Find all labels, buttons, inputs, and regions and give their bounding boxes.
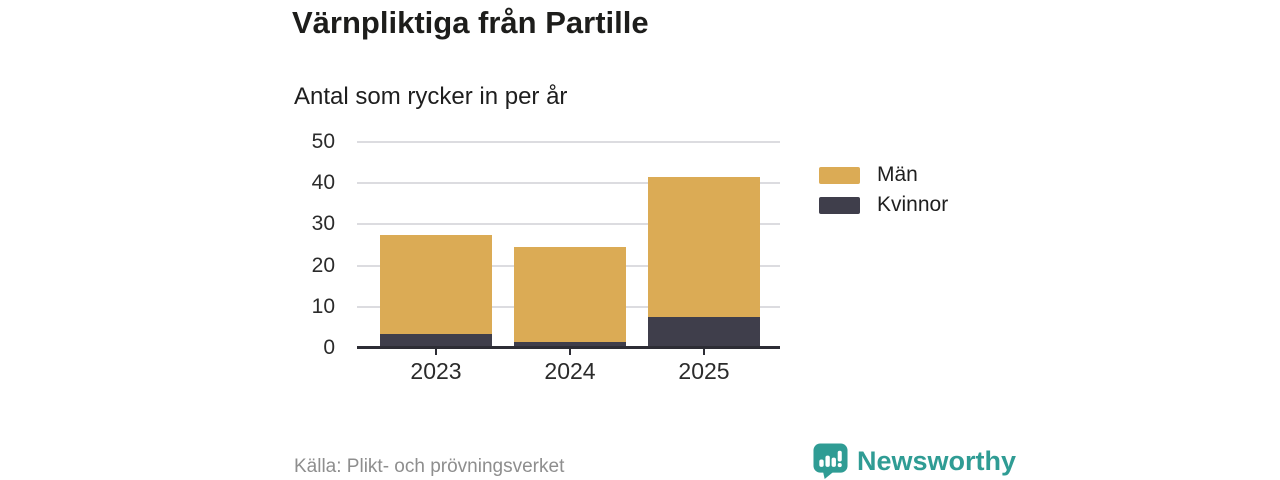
- bar-2023-män: [380, 234, 492, 334]
- chart-title: Värnpliktiga från Partille: [292, 5, 649, 40]
- legend: Män Kvinnor: [819, 160, 948, 220]
- x-tick-2025: [703, 349, 705, 355]
- bar-2025-män: [648, 177, 760, 318]
- legend-label-men: Män: [877, 163, 918, 186]
- legend-swatch-men: [819, 166, 860, 184]
- x-tick-label-2024: 2024: [544, 358, 596, 384]
- gridline-50: [357, 141, 780, 143]
- y-tick-label-20: 20: [311, 253, 335, 277]
- legend-item-women: Kvinnor: [819, 190, 948, 220]
- gridline-30: [357, 223, 780, 226]
- legend-label-women: Kvinnor: [877, 193, 949, 216]
- legend-item-men: Män: [819, 160, 948, 190]
- y-tick-label-30: 30: [311, 212, 335, 236]
- source-note: Källa: Plikt- och prövningsverket: [294, 456, 565, 477]
- x-tick-2023: [435, 349, 437, 355]
- bar-2024-män: [514, 247, 626, 342]
- x-axis-line: [357, 346, 780, 349]
- chart-subtitle: Antal som rycker in per år: [294, 83, 568, 110]
- bar-2023-kvinnor: [380, 333, 492, 346]
- legend-swatch-women: [819, 196, 860, 214]
- x-tick-2024: [569, 349, 571, 355]
- bar-2024-kvinnor: [514, 341, 626, 346]
- bar-2025-kvinnor: [648, 317, 760, 346]
- y-tick-label-50: 50: [311, 130, 335, 153]
- y-tick-label-40: 40: [311, 171, 335, 195]
- newsworthy-bubble-chart-icon: [813, 443, 848, 479]
- plot-grid: [357, 141, 780, 349]
- gridline-40: [357, 182, 780, 185]
- x-tick-label-2023: 2023: [410, 358, 462, 384]
- brand-name: Newsworthy: [857, 445, 1017, 476]
- y-tick-label-0: 0: [323, 336, 335, 359]
- plot-area: 2023 2024 2025: [357, 141, 780, 422]
- y-tick-label-10: 10: [311, 294, 335, 318]
- y-axis-labels: 0 10 20 30 40 50: [290, 130, 345, 359]
- x-tick-label-2025: 2025: [678, 358, 730, 384]
- brand-logo: Newsworthy: [813, 443, 1016, 479]
